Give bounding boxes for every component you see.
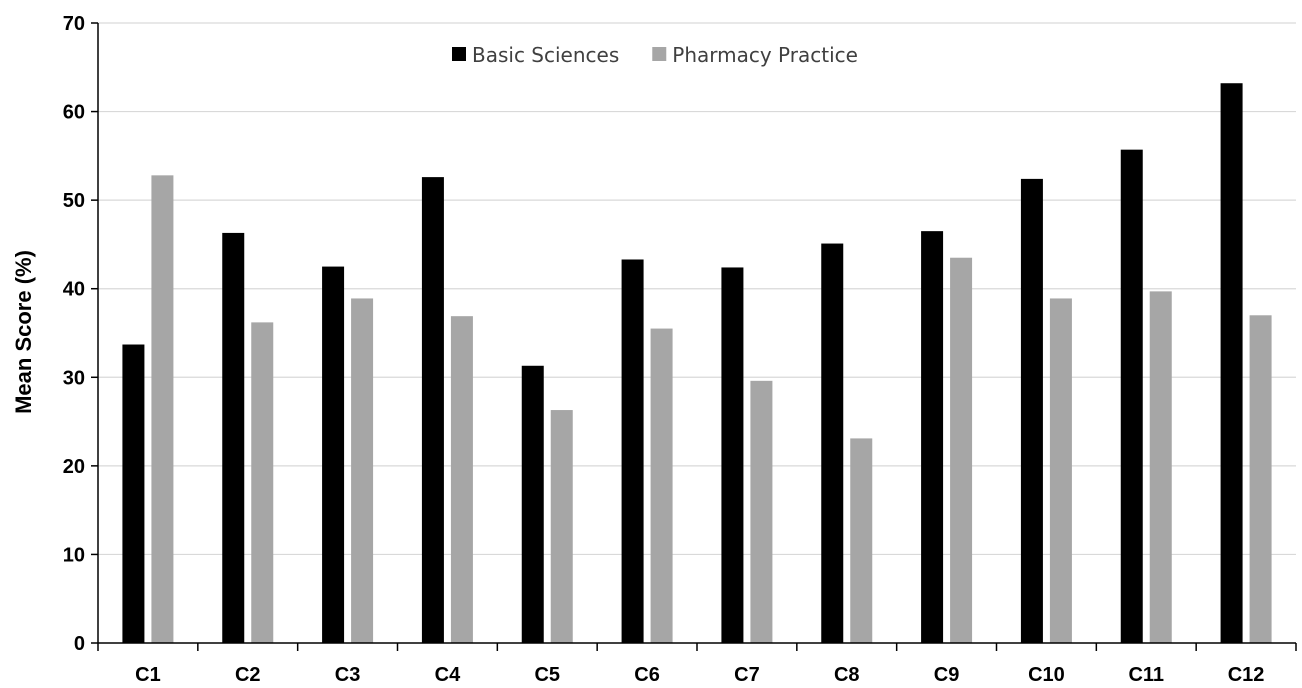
x-tick-label: C12 <box>1228 664 1265 686</box>
bar-basic-sciences-c7 <box>721 267 744 643</box>
x-tick-label: C5 <box>534 664 560 686</box>
y-tick-label: 20 <box>63 456 85 478</box>
bar-pharmacy-practice-c7 <box>750 380 773 643</box>
y-tick-label: 70 <box>63 13 85 35</box>
x-tick-label: C2 <box>235 664 261 686</box>
bar-pharmacy-practice-c11 <box>1149 291 1172 643</box>
x-tick-label: C3 <box>335 664 361 686</box>
y-tick-label: 0 <box>74 633 85 655</box>
legend: Basic Sciences Pharmacy Practice <box>452 43 858 67</box>
axes: 0 10 20 30 40 50 60 70 C1 C2 C3 C4 C5 C6 C7 C8 C9 C10 C11 C… <box>63 13 1297 686</box>
bar-basic-sciences-c9 <box>921 231 944 643</box>
bar-pharmacy-practice-c5 <box>550 410 573 643</box>
bar-pharmacy-practice-c4 <box>450 316 473 643</box>
bar-pharmacy-practice-c6 <box>650 328 673 643</box>
legend-swatch-basic-sciences <box>452 47 466 61</box>
y-tick-label: 30 <box>63 367 85 389</box>
bar-basic-sciences-c3 <box>322 266 345 643</box>
bar-pharmacy-practice-c2 <box>251 322 274 643</box>
bar-basic-sciences-c6 <box>621 259 644 643</box>
x-tick-label: C7 <box>734 664 760 686</box>
bar-pharmacy-practice-c10 <box>1049 298 1072 643</box>
bar-pharmacy-practice-c8 <box>850 438 873 643</box>
y-tick-label: 10 <box>63 544 85 566</box>
bar-basic-sciences-c5 <box>521 365 544 643</box>
y-axis-title: Mean Score (%) <box>11 250 36 414</box>
legend-label: Pharmacy Practice <box>672 43 858 67</box>
bar-basic-sciences-c8 <box>821 243 844 644</box>
bar-pharmacy-practice-c9 <box>950 257 973 643</box>
x-tick-label: C10 <box>1028 664 1065 686</box>
x-tick-label: C4 <box>435 664 461 686</box>
bar-pharmacy-practice-c1 <box>151 175 174 644</box>
x-tick-label: C9 <box>934 664 960 686</box>
bar-pharmacy-practice-c3 <box>351 298 374 643</box>
bar-basic-sciences-c4 <box>421 177 444 643</box>
bar-pharmacy-practice-c12 <box>1249 315 1272 643</box>
bars <box>122 83 1272 644</box>
y-tick-label: 40 <box>63 279 85 301</box>
bar-basic-sciences-c12 <box>1220 83 1243 643</box>
x-tick-label: C1 <box>135 664 161 686</box>
bar-basic-sciences-c1 <box>122 344 145 643</box>
y-tick-label: 50 <box>63 190 85 212</box>
legend-label: Basic Sciences <box>472 43 619 67</box>
x-tick-label: C6 <box>634 664 660 686</box>
y-tick-label: 60 <box>63 102 85 124</box>
x-tick-label: C8 <box>834 664 860 686</box>
bar-basic-sciences-c2 <box>222 232 245 643</box>
gridlines <box>98 22 1296 556</box>
bar-basic-sciences-c10 <box>1020 178 1043 643</box>
x-tick-label: C11 <box>1128 664 1164 686</box>
legend-swatch-pharmacy-practice <box>652 47 667 61</box>
bar-basic-sciences-c11 <box>1120 149 1143 643</box>
